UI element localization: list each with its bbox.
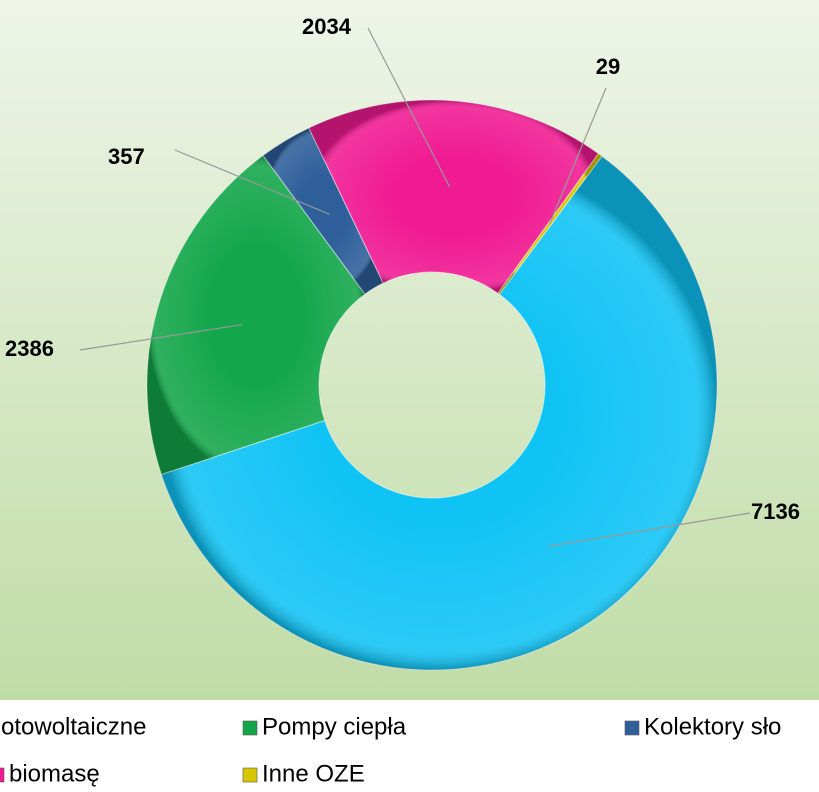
leader-line	[548, 512, 751, 547]
legend-label: biomasę	[9, 760, 100, 787]
legend-swatch	[624, 720, 640, 736]
leader-line	[367, 27, 451, 188]
slice-shade	[263, 127, 384, 294]
legend-swatch	[0, 767, 5, 783]
legend-label: otowoltaiczne	[1, 713, 146, 740]
legend-background	[0, 700, 819, 792]
leader-line	[79, 323, 243, 351]
data-label: 2034	[302, 14, 352, 39]
leader-line	[174, 149, 330, 215]
data-label: 357	[108, 144, 145, 169]
legend-label: Inne OZE	[262, 760, 365, 787]
slice-shade	[308, 100, 599, 294]
legend-label: Kolektory sło	[644, 713, 781, 740]
data-label: 29	[596, 54, 620, 79]
data-label: 2386	[5, 336, 54, 361]
legend-swatch	[242, 767, 258, 783]
legend-label: Pompy ciepła	[262, 713, 407, 740]
data-label: 7136	[751, 499, 800, 524]
slice-shade	[147, 155, 366, 475]
legend-swatch	[242, 720, 258, 736]
leader-line	[548, 87, 607, 225]
